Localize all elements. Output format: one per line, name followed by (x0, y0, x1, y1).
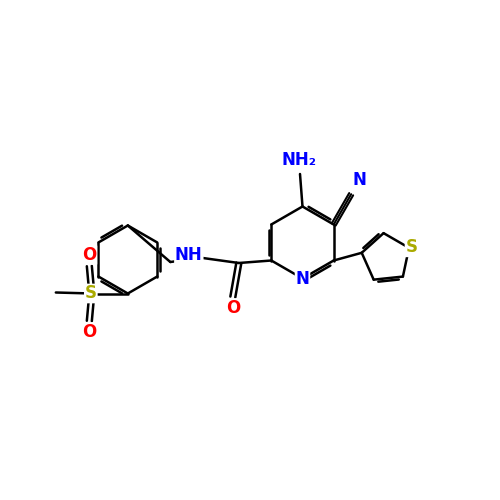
Text: S: S (85, 284, 97, 302)
Text: N: N (352, 172, 366, 190)
Text: NH₂: NH₂ (282, 151, 316, 169)
Text: O: O (226, 299, 240, 317)
Text: S: S (406, 238, 417, 256)
Text: O: O (82, 246, 96, 264)
Text: O: O (82, 323, 96, 341)
Text: NH: NH (175, 246, 203, 264)
Text: N: N (296, 270, 310, 288)
